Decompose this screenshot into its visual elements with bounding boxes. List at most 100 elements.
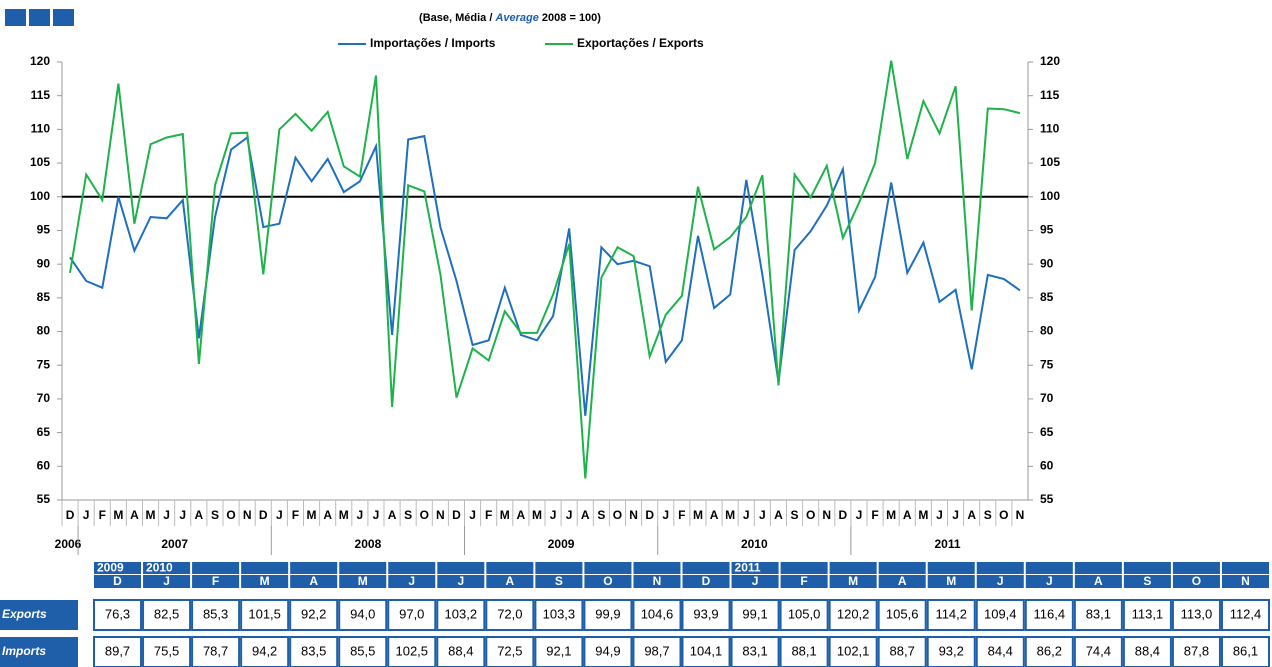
table-year-cell <box>339 562 387 574</box>
table-month: A <box>309 574 318 588</box>
table-cell <box>877 636 927 667</box>
x-tick-label: O <box>420 508 429 522</box>
subtitle-part: (Base, Média / <box>419 12 495 24</box>
y2-tick-label: 110 <box>1040 122 1060 136</box>
y2-tick-label: 95 <box>1040 223 1054 237</box>
x-tick-label: J <box>83 508 90 522</box>
table-cell <box>975 636 1025 667</box>
table-cell <box>534 599 584 631</box>
table-value: 109,4 <box>984 606 1017 621</box>
y-tick-label: 105 <box>30 155 50 169</box>
table-month-cell <box>780 575 828 588</box>
x-tick-label: J <box>759 508 766 522</box>
table-month-cell <box>682 575 730 588</box>
table-cell <box>436 636 486 667</box>
table-cell <box>828 599 878 631</box>
x-tick-label: J <box>550 508 557 522</box>
table-month: M <box>358 574 368 588</box>
x-tick-label: D <box>259 508 268 522</box>
table-value: 116,4 <box>1034 606 1066 621</box>
table-value: 72,5 <box>497 643 522 658</box>
table-value: 93,2 <box>939 643 964 658</box>
table-year-cell <box>94 562 142 574</box>
table-year: 2009 <box>97 561 124 575</box>
legend-label: Importações / Imports <box>370 36 496 50</box>
y2-tick-label: 100 <box>1040 189 1060 203</box>
table-value: 92,1 <box>546 643 571 658</box>
table-month-cell <box>388 575 436 588</box>
table-value: 103,2 <box>445 606 478 621</box>
table-year-cell <box>535 562 583 574</box>
y2-tick-label: 60 <box>1040 458 1054 472</box>
table-value: 85,3 <box>203 606 228 621</box>
y2-tick-label: 90 <box>1040 256 1054 270</box>
table-value: 74,4 <box>1086 643 1111 658</box>
x-tick-label: M <box>146 508 156 522</box>
table-month: J <box>1046 574 1053 588</box>
table-year-cell <box>731 562 779 574</box>
table-cell <box>534 636 584 667</box>
table-year-cell <box>878 562 926 574</box>
x-tick-label: J <box>163 508 170 522</box>
table-year: 2010 <box>146 561 173 575</box>
x-tick-label: F <box>871 508 878 522</box>
table-cell <box>583 599 633 631</box>
x-tick-label: S <box>984 508 992 522</box>
y2-tick-label: 85 <box>1040 290 1054 304</box>
table-value: 98,7 <box>644 643 669 658</box>
table-month-cell <box>976 575 1024 588</box>
table-month: A <box>898 574 907 588</box>
y-tick-label: 100 <box>30 189 50 203</box>
table-cell <box>436 599 486 631</box>
table-value: 120,2 <box>837 606 870 621</box>
logo-square <box>5 9 26 26</box>
table-cell <box>681 599 731 631</box>
x-tick-label: F <box>485 508 492 522</box>
table-month-cell <box>731 575 779 588</box>
table-value: 89,7 <box>105 643 130 658</box>
table-value: 104,6 <box>641 606 674 621</box>
logo-square <box>53 9 74 26</box>
x-tick-label: D <box>839 508 848 522</box>
x-tick-label: N <box>822 508 831 522</box>
table-cell <box>828 636 878 667</box>
y-tick-label: 115 <box>31 88 51 102</box>
table-cell <box>142 599 192 631</box>
table-month: J <box>457 574 464 588</box>
table-month-cell <box>241 575 289 588</box>
table-month-cell <box>94 575 142 588</box>
table-cell <box>387 636 437 667</box>
x-tick-label: M <box>693 508 703 522</box>
table-value: 72,0 <box>497 606 522 621</box>
x-tick-label: M <box>532 508 542 522</box>
table-cell <box>387 599 437 631</box>
subtitle-part: Average <box>494 12 538 24</box>
x-tick-label: F <box>99 508 106 522</box>
table-row-label: Exports <box>2 607 47 621</box>
table-cell <box>632 599 682 631</box>
table-month-cell <box>1074 575 1122 588</box>
x-tick-label: J <box>179 508 186 522</box>
table-year-cell <box>1025 562 1073 574</box>
table-year-cell <box>682 562 730 574</box>
table-year-cell <box>192 562 240 574</box>
table-year-cell <box>829 562 877 574</box>
table-cell <box>681 636 731 667</box>
table-year-cell <box>780 562 828 574</box>
table-value: 94,2 <box>252 643 277 658</box>
table-cell <box>338 636 388 667</box>
table-row-label-cell <box>0 637 78 667</box>
table-value: 85,5 <box>350 643 375 658</box>
table-cell <box>1122 599 1172 631</box>
table-value: 94,9 <box>595 643 620 658</box>
series-line <box>69 134 1021 416</box>
table-cell <box>1122 636 1172 667</box>
table-cell <box>1073 599 1123 631</box>
table-month-cell <box>878 575 926 588</box>
table-row-label: Imports <box>2 644 46 658</box>
x-tick-label: A <box>323 508 332 522</box>
table-month-cell <box>339 575 387 588</box>
table-value: 113,0 <box>1181 606 1213 621</box>
table-month: A <box>1094 574 1103 588</box>
table-value: 94,0 <box>350 606 375 621</box>
